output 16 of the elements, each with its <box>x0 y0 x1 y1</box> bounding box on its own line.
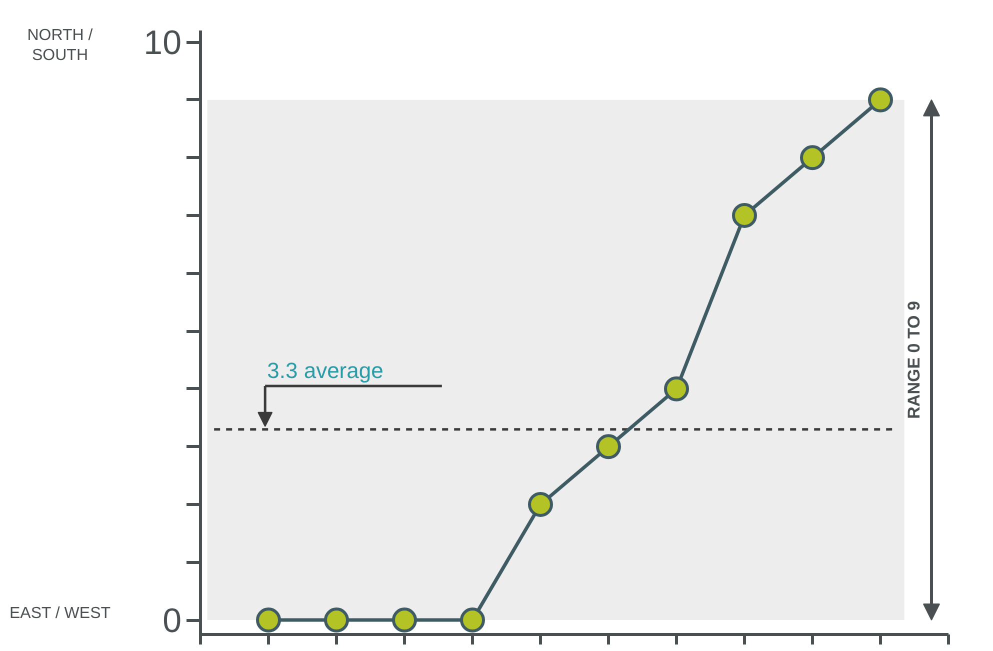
point <box>800 145 825 170</box>
y-tick-label: 0 <box>162 602 182 640</box>
point <box>528 492 553 517</box>
point <box>392 608 417 633</box>
point <box>664 376 689 402</box>
point <box>324 608 349 633</box>
point <box>732 202 757 228</box>
band-label: RANGE 0 TO 9 <box>904 301 924 419</box>
y-tick-label: 10 <box>144 24 182 62</box>
point <box>256 608 281 633</box>
point <box>460 608 485 633</box>
text: EAST / WEST <box>8 604 112 624</box>
ref-line-label: 3.3 average <box>267 358 384 384</box>
text: NORTH / SOUTH <box>26 26 94 66</box>
point <box>596 434 621 460</box>
point <box>868 87 893 112</box>
